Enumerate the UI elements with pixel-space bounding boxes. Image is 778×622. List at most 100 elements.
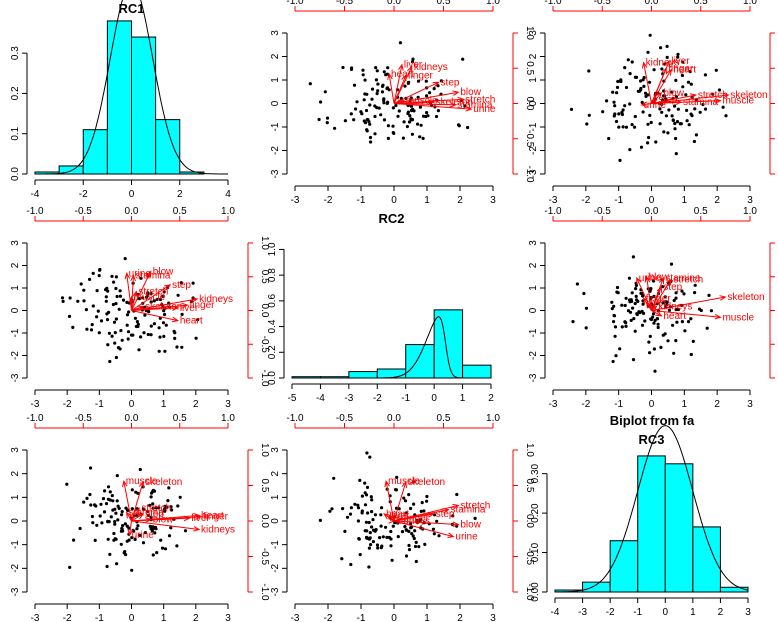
- data-point: [159, 538, 163, 542]
- right-tick-label: 0.0: [259, 514, 270, 528]
- data-point: [173, 336, 177, 340]
- arrow-head: [452, 503, 460, 510]
- data-point: [665, 303, 669, 307]
- data-point: [112, 280, 116, 284]
- data-point: [665, 44, 669, 49]
- data-point: [624, 324, 628, 328]
- histogram-bar: [131, 36, 157, 175]
- x-tick-label: 2: [193, 613, 199, 622]
- loading-arrow: [651, 310, 662, 317]
- data-point: [124, 553, 128, 557]
- data-point: [364, 108, 369, 113]
- loading-label: heart: [391, 69, 414, 80]
- y-tick-label: 3: [528, 240, 539, 246]
- data-point: [149, 324, 153, 328]
- data-point: [642, 311, 646, 315]
- data-point: [701, 102, 705, 107]
- data-point: [160, 546, 165, 550]
- data-point: [123, 522, 127, 526]
- top-tick-label: -0.5: [336, 0, 354, 7]
- data-point: [91, 271, 95, 275]
- data-point: [116, 504, 120, 508]
- data-point: [113, 341, 117, 345]
- data-point: [332, 476, 336, 480]
- data-point: [575, 282, 580, 286]
- data-point: [367, 546, 371, 550]
- data-point: [363, 529, 367, 533]
- data-point: [137, 348, 141, 352]
- x-tick-label: 1: [690, 607, 696, 618]
- data-point: [688, 70, 692, 74]
- data-point: [417, 545, 421, 549]
- top-tick-label: -1.0: [286, 413, 304, 424]
- data-point: [643, 91, 648, 95]
- top-tick-label: -1.0: [544, 0, 562, 7]
- loading-label: skeleton: [730, 90, 767, 101]
- data-point: [685, 119, 689, 123]
- data-point: [672, 351, 676, 355]
- data-point: [587, 69, 591, 73]
- arrow-head: [452, 90, 460, 96]
- data-point: [437, 534, 441, 538]
- loading-arrow: [651, 92, 662, 104]
- loading-arrow: [131, 298, 198, 311]
- x-tick-label: -3: [549, 195, 558, 206]
- arrow-head: [171, 316, 180, 323]
- y-tick-label: 0.30: [530, 463, 541, 483]
- data-point: [431, 527, 435, 531]
- loading-label: stretch: [460, 500, 490, 511]
- data-point: [626, 58, 630, 62]
- data-point: [615, 91, 619, 95]
- data-point: [674, 339, 678, 343]
- data-point: [362, 119, 366, 123]
- data-point: [391, 131, 395, 135]
- loading-arrow: [388, 73, 395, 104]
- data-point: [631, 306, 635, 310]
- data-point: [131, 333, 135, 337]
- histogram-bar: [405, 344, 435, 379]
- x-tick-label: 2: [714, 399, 720, 410]
- loading-label: finger: [646, 293, 672, 304]
- data-point: [373, 104, 377, 108]
- data-point: [705, 326, 709, 330]
- data-point: [386, 136, 390, 140]
- data-point: [651, 312, 656, 316]
- x-tick-label: 1: [161, 613, 167, 622]
- data-point: [403, 525, 407, 529]
- data-point: [391, 106, 395, 110]
- data-point: [175, 345, 179, 349]
- right-tick-label: 0.5: [259, 479, 270, 493]
- loading-label: urine: [639, 273, 662, 284]
- data-point: [671, 323, 675, 327]
- y-tick-label: 0.0: [267, 371, 278, 385]
- arrow-head: [714, 313, 722, 320]
- histogram-rc3: -4 -3 -2 -1 0 1 2 3 0.00 0.10 0.20 0.30 RC3: [530, 425, 751, 618]
- data-point: [360, 511, 364, 515]
- top-tick-label: 1.0: [486, 0, 500, 7]
- arrow-head: [644, 275, 651, 283]
- data-point: [632, 317, 636, 321]
- data-point: [138, 467, 142, 472]
- loading-label: skeleton: [145, 301, 182, 312]
- data-point: [673, 127, 677, 131]
- loading-arrow: [393, 103, 456, 106]
- data-point: [379, 513, 383, 517]
- data-point: [127, 310, 131, 314]
- data-point: [636, 299, 640, 303]
- loading-arrow: [393, 520, 454, 538]
- loading-arrow: [131, 513, 144, 522]
- top-tick-label: 1.0: [486, 413, 500, 424]
- data-point: [403, 84, 407, 88]
- y-tick-label: 0: [270, 518, 281, 524]
- x-tick-label: -1: [614, 195, 623, 206]
- data-point: [628, 300, 632, 304]
- data-point: [366, 511, 370, 515]
- data-point: [380, 506, 384, 510]
- data-point: [111, 302, 115, 307]
- biplot-panel-0-1: -3 -2 -1 0 1 2 3 -3 -2 -1 0 1 2 3 -1.0 -0.5 0.0 0.5 1.0 -1.…: [270, 0, 535, 206]
- loading-arrow: [131, 310, 178, 322]
- loading-label: kidneys: [201, 525, 235, 536]
- data-point: [684, 93, 688, 97]
- loading-label: stamina: [457, 100, 492, 111]
